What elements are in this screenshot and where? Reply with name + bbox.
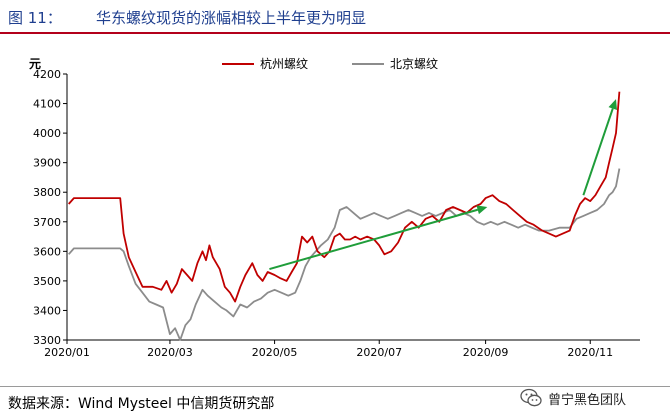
x-tick-label: 2020/05 [252, 346, 298, 359]
figure-label: 图 11： [8, 9, 62, 27]
brand-watermark: 曾宁黑色团队 [520, 385, 626, 411]
y-tick-label: 3400 [33, 304, 61, 317]
trend-arrow-head-1 [608, 99, 618, 111]
legend-label-1: 北京螺纹 [390, 57, 438, 71]
data-source: 数据来源：Wind Mysteel 中信期货研究部 [8, 396, 275, 412]
series-layer [68, 91, 621, 341]
y-tick-label: 3700 [33, 216, 61, 229]
y-tick-label: 3300 [33, 334, 61, 347]
wechat-icon [520, 388, 542, 407]
y-tick-label: 3600 [33, 245, 61, 258]
figure-title: 华东螺纹现货的涨幅相较上半年更为明显 [96, 9, 367, 27]
x-tick-label: 2020/11 [567, 346, 613, 359]
series-line-1 [68, 168, 621, 341]
y-axis-unit: 元 [29, 57, 41, 71]
y-tick-label: 4000 [33, 127, 61, 140]
trend-arrow-head-0 [476, 205, 488, 215]
x-tick-label: 2020/01 [44, 346, 90, 359]
y-tick-label: 4100 [33, 98, 61, 111]
x-tick-label: 2020/09 [463, 346, 509, 359]
legend-label-0: 杭州螺纹 [260, 56, 308, 71]
x-tick-label: 2020/03 [147, 346, 193, 359]
trend-arrow-shaft-0 [269, 208, 478, 271]
trend-arrow-shaft-1 [582, 108, 614, 196]
header-rule [0, 32, 670, 34]
x-tick-label: 2020/07 [356, 346, 402, 359]
figure-header: 图 11： 华东螺纹现货的涨幅相较上半年更为明显 [0, 0, 670, 34]
annotation-layer [269, 99, 618, 271]
price-chart: 3300 3400 3500 3600 3700 3800 3900 4000 4100 4200… [29, 56, 640, 359]
brand-name: 曾宁黑色团队 [548, 392, 627, 408]
chart-legend: 杭州螺纹 北京螺纹 [222, 56, 438, 71]
series-line-0 [68, 91, 621, 303]
y-tick-label: 3500 [33, 275, 61, 288]
footer-rule [0, 386, 670, 387]
y-tick-label: 3800 [33, 186, 61, 199]
chart-axes: 3300 3400 3500 3600 3700 3800 3900 4000 4100 4200… [29, 57, 640, 359]
y-tick-label: 3900 [33, 157, 61, 170]
y-tick-label: 4200 [33, 68, 61, 81]
